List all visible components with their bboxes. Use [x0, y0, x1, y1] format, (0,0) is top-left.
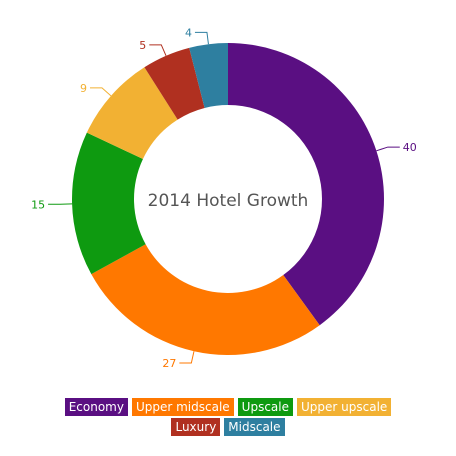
slice-midscale[interactable]: [189, 43, 228, 108]
donut-chart: 40 27 15 9 5 4 2014 Hotel Growth: [31, 26, 417, 370]
slice-luxury[interactable]: [144, 47, 205, 120]
slice-upscale[interactable]: [72, 132, 146, 275]
leader-line-upper-midscale: [179, 351, 195, 364]
data-label-upscale: 15: [31, 198, 45, 211]
chart-legend: Economy Upper midscale Upscale Upper upscal…: [0, 398, 456, 436]
chart-leader-lines: [48, 31, 400, 364]
legend-item-economy[interactable]: Economy: [64, 398, 128, 416]
data-label-economy: 40: [403, 141, 417, 154]
slice-upper-upscale[interactable]: [86, 67, 178, 159]
chart-slices: [72, 43, 385, 355]
chart-title: 2014 Hotel Growth: [148, 191, 309, 211]
legend-item-upper-upscale[interactable]: Upper upscale: [297, 398, 392, 416]
slice-economy[interactable]: [228, 43, 385, 326]
data-label-luxury: 5: [139, 39, 146, 52]
legend-item-upscale[interactable]: Upscale: [237, 398, 293, 416]
slice-upper-midscale[interactable]: [91, 244, 320, 355]
chart-data-labels: 40 27 15 9 5 4: [31, 26, 417, 370]
data-label-upper-upscale: 9: [80, 82, 87, 95]
leader-line-luxury: [149, 44, 167, 57]
legend-item-midscale[interactable]: Midscale: [224, 418, 285, 436]
leader-line-economy: [376, 146, 400, 152]
legend-item-luxury[interactable]: Luxury: [171, 418, 221, 436]
data-label-midscale: 4: [185, 26, 192, 39]
leader-line-upper-upscale: [89, 87, 112, 97]
leader-line-midscale: [194, 31, 209, 45]
data-label-upper-midscale: 27: [162, 357, 176, 370]
legend-item-upper-midscale[interactable]: Upper midscale: [131, 398, 234, 416]
